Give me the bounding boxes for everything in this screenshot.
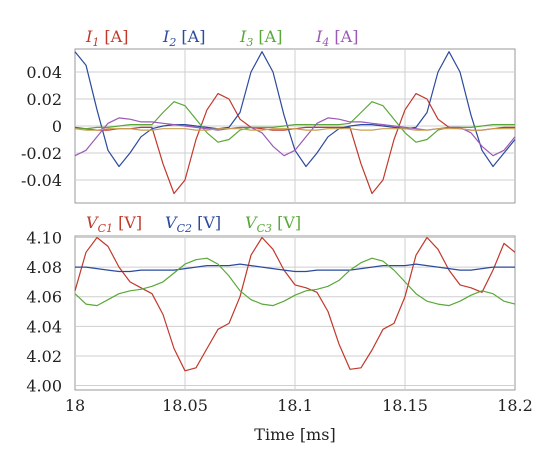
x-tick-label: 18.05 [162, 396, 208, 415]
y-tick-label: 0 [52, 117, 62, 136]
legend-item: I4 [A] [315, 27, 358, 49]
legend-label: I2 [A] [162, 27, 205, 49]
x-axis-label: Time [ms] [254, 425, 335, 444]
y-tick-label: 4.06 [26, 288, 62, 307]
y-tick-label: -0.02 [21, 144, 62, 163]
y-tick-label: 0.04 [26, 63, 62, 82]
current-grid [75, 49, 515, 203]
voltage-panel: 4.104.084.064.044.024.00 VC1 [V] VC2 [V] V… [26, 213, 532, 444]
voltage-y-ticks: 4.10 4.08 4.06 4.04 4.02 4.00 [26, 228, 62, 395]
series-line-extra [74, 128, 515, 131]
voltage-series-lines [74, 236, 516, 372]
legend-label: VC1 [V] [86, 213, 142, 235]
y-tick-label: 4.10 [26, 228, 62, 247]
voltage-legend: VC1 [V] VC2 [V] VC3 [V] [86, 213, 301, 235]
y-tick-label: 4.04 [26, 317, 62, 336]
legend-label: VC2 [V] [165, 213, 221, 235]
x-tick-label: 18 [65, 396, 85, 415]
legend-label: VC3 [V] [245, 213, 301, 235]
legend-label: I1 [A] [85, 27, 128, 49]
current-panel: 0.04 0.02 0 -0.02 -0.04 I1 [A] I2 [A] I3 [A] I4… [21, 27, 516, 204]
legend-item: I2 [A] [162, 27, 205, 49]
x-tick-label: 18.2 [497, 396, 533, 415]
y-tick-label: -0.04 [21, 171, 62, 190]
current-y-ticks: 0.04 0.02 0 -0.02 -0.04 [21, 63, 62, 190]
series-line-vc2 [75, 263, 515, 273]
time-x-ticks: 18 18.05 18.1 18.15 18.2 [65, 396, 533, 415]
legend-item: VC3 [V] [245, 213, 301, 235]
legend-label: I4 [A] [315, 27, 358, 49]
legend-item: VC1 [V] [86, 213, 142, 235]
legend-item: I1 [A] [85, 27, 128, 49]
legend-label: I3 [A] [239, 27, 282, 49]
current-series-lines [74, 51, 516, 195]
x-tick-label: 18.15 [382, 396, 428, 415]
y-tick-label: 4.02 [26, 347, 62, 366]
y-tick-label: 4.00 [26, 377, 62, 396]
y-tick-label: 4.08 [26, 258, 62, 277]
y-tick-label: 0.02 [26, 90, 62, 109]
series-line-vc1 [74, 236, 516, 372]
series-line-vc3 [74, 257, 516, 307]
legend-item: I3 [A] [239, 27, 282, 49]
legend-item: VC2 [V] [165, 213, 221, 235]
x-tick-label: 18.1 [277, 396, 313, 415]
current-legend: I1 [A] I2 [A] I3 [A] I4 [A] [85, 27, 358, 49]
